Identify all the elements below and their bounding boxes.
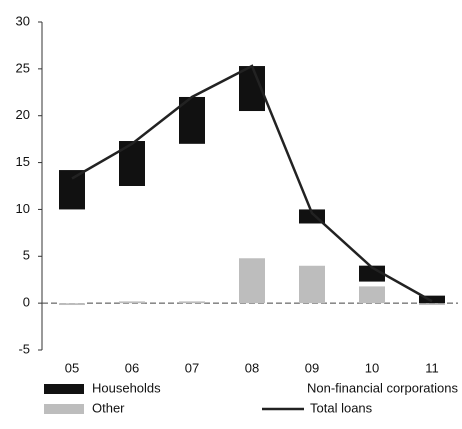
bar bbox=[59, 170, 85, 210]
x-tick-label: 10 bbox=[365, 360, 379, 375]
legend-key bbox=[44, 404, 84, 414]
x-tick-label: 06 bbox=[125, 360, 139, 375]
x-tick-label: 05 bbox=[65, 360, 79, 375]
bar bbox=[419, 303, 445, 306]
legend-label: Total loans bbox=[310, 400, 373, 415]
legend-label: Households bbox=[92, 380, 161, 395]
legend-label: Other bbox=[92, 400, 125, 415]
bar bbox=[239, 111, 265, 259]
bar bbox=[179, 301, 205, 304]
x-tick-label: 11 bbox=[425, 360, 439, 375]
y-tick-label: -5 bbox=[18, 341, 30, 356]
bar bbox=[299, 265, 325, 304]
line bbox=[71, 64, 433, 303]
bar bbox=[119, 186, 145, 302]
y-tick-label: 15 bbox=[16, 154, 30, 169]
y-tick-label: 25 bbox=[16, 60, 30, 75]
legend-key bbox=[262, 384, 302, 394]
y-tick-label: 0 bbox=[23, 295, 30, 310]
bar bbox=[419, 295, 445, 304]
y-tick-label: 20 bbox=[16, 107, 30, 122]
bar bbox=[59, 303, 85, 306]
x-tick-label: 08 bbox=[245, 360, 259, 375]
y-tick-label: 5 bbox=[23, 248, 30, 263]
y-tick-label: 10 bbox=[16, 201, 30, 216]
x-tick-label: 07 bbox=[185, 360, 199, 375]
bar bbox=[119, 301, 145, 304]
bar bbox=[59, 209, 85, 304]
bar bbox=[359, 265, 385, 282]
y-tick-label: 30 bbox=[16, 13, 30, 28]
legend-key bbox=[44, 384, 84, 394]
legend-label: Non-financial corporations bbox=[307, 380, 459, 395]
bar bbox=[179, 143, 205, 302]
bar bbox=[239, 258, 265, 304]
bar bbox=[299, 223, 325, 266]
bar bbox=[359, 286, 385, 304]
x-tick-label: 09 bbox=[305, 360, 319, 375]
bar bbox=[359, 281, 385, 287]
